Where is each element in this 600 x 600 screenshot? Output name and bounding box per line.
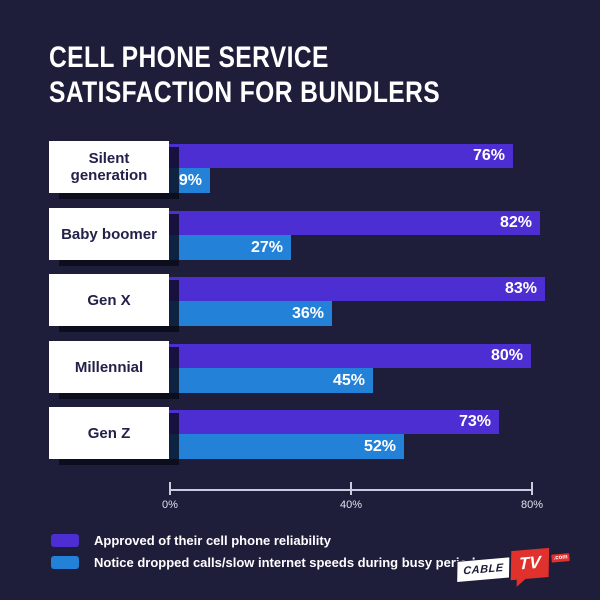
legend-row: Notice dropped calls/slow internet speed… [51,555,483,570]
logo-tv-badge: TV [511,547,550,581]
x-axis-tick-label: 80% [520,499,544,511]
category-label: Baby boomer [49,208,169,260]
page-title: CELL PHONE SERVICE SATISFACTION FOR BUND… [49,40,526,110]
bar-approved: 83% [169,277,545,301]
logo-cable-text: CABLE [457,557,510,582]
category-label: Silent generation [49,141,169,193]
category-label: Gen X [49,274,169,326]
bar-value-label: 80% [490,347,523,364]
bar-approved: 73% [169,410,499,434]
bar-value-label: 27% [250,238,283,256]
bar-notice: 27% [169,235,291,260]
bar-approved: 76% [169,144,513,168]
title-line-2: SATISFACTION FOR BUNDLERS [49,76,441,109]
x-axis-tick [531,482,533,495]
bar-value-label: 45% [332,371,365,389]
legend-row: Approved of their cell phone reliability [51,533,331,548]
bar-value-label: 82% [499,214,532,231]
bar-approved: 82% [169,211,540,235]
x-axis-tick-label: 0% [162,499,178,511]
x-axis-tick [350,482,352,495]
legend-label: Approved of their cell phone reliability [94,533,331,548]
bar-value-label: 83% [504,280,537,297]
bar-value-label: 73% [458,413,491,430]
x-axis-tick [169,482,171,495]
legend-swatch [51,534,79,547]
x-axis-tick-label: 40% [339,499,363,511]
bar-notice: 45% [169,368,373,393]
category-label: Gen Z [49,407,169,459]
legend-swatch [51,556,79,569]
bar-value-label: 36% [291,304,324,322]
bar-value-label: 52% [363,437,396,455]
bar-approved: 80% [169,344,531,368]
bar-notice: 36% [169,301,332,326]
title-line-1: CELL PHONE SERVICE [49,41,329,74]
bar-notice: 9% [169,168,210,193]
bar-value-label: 9% [178,171,202,189]
logo-com-text: .com [551,553,570,563]
legend-label: Notice dropped calls/slow internet speed… [94,555,483,570]
category-label: Millennial [49,341,169,393]
bar-notice: 52% [169,434,404,459]
bar-value-label: 76% [472,147,505,164]
